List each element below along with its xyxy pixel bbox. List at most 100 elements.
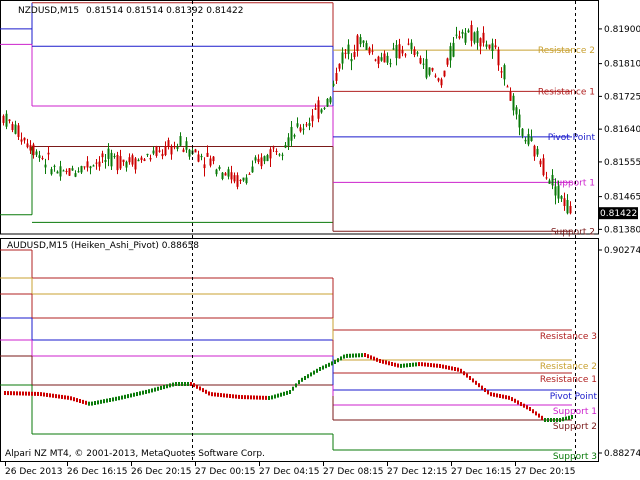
y-tick-label: 0.81640 xyxy=(604,125,640,135)
candle-body xyxy=(533,145,536,157)
level-label: Support 2 xyxy=(553,422,597,432)
candle-body xyxy=(101,153,104,158)
bull-candle xyxy=(560,195,563,203)
ha-bar-bull xyxy=(118,396,120,401)
x-tick-label: 26 Dec 20:15 xyxy=(131,467,192,477)
bull-candle xyxy=(548,178,551,184)
ha-bar-bull xyxy=(322,365,324,370)
bear-candle xyxy=(131,153,134,167)
ha-bar-bear xyxy=(511,397,513,402)
bull-candle xyxy=(347,39,350,60)
bear-candle xyxy=(533,144,536,161)
bear-candle xyxy=(161,149,164,160)
ha-bar-bear xyxy=(265,395,267,400)
candle-body xyxy=(407,43,410,45)
level-label: Resistance 3 xyxy=(540,332,597,342)
candle-body xyxy=(497,49,500,66)
candle-body xyxy=(86,161,89,168)
bear-candle xyxy=(446,57,449,67)
candle-body xyxy=(95,162,98,164)
bear-candle xyxy=(128,153,131,165)
bear-candle xyxy=(509,87,512,102)
candle-body xyxy=(287,137,290,146)
bear-candle xyxy=(101,150,104,163)
ha-bar-bear xyxy=(253,395,255,400)
candle-body xyxy=(50,169,53,175)
candle-body xyxy=(458,36,461,39)
bear-candle xyxy=(419,55,422,65)
bull-candle xyxy=(389,58,392,68)
bear-candle xyxy=(224,172,227,176)
ha-bar-bull xyxy=(103,399,105,404)
level-label: Resistance 2 xyxy=(538,46,595,56)
ha-bar-bear xyxy=(514,398,516,403)
bear-candle xyxy=(209,155,212,168)
ha-bar-bear xyxy=(244,395,246,400)
ha-bar-bear xyxy=(85,400,87,405)
candle-body xyxy=(455,34,458,36)
candle-body xyxy=(212,156,215,162)
bear-candle xyxy=(353,44,356,60)
candle-body xyxy=(359,37,362,45)
ha-bar-bull xyxy=(184,382,186,386)
bear-candle xyxy=(356,33,359,57)
bull-candle xyxy=(473,31,476,45)
bear-candle xyxy=(167,137,170,150)
ha-bar-bull xyxy=(319,367,321,371)
ha-bar-bear xyxy=(55,394,57,399)
candle-body xyxy=(416,52,419,54)
y-tick-label: 0.81810 xyxy=(604,60,640,70)
indicator-panel-frame xyxy=(0,238,599,462)
candle-body xyxy=(335,73,338,81)
candle-body xyxy=(482,32,485,43)
candle-body xyxy=(110,152,113,167)
ha-bar-bear xyxy=(43,392,45,397)
ha-bar-bear xyxy=(61,394,63,399)
ha-bar-bear xyxy=(427,362,429,367)
ha-bar-bear xyxy=(7,391,9,396)
bull-candle xyxy=(59,160,62,181)
main-chart-title: NZDUSD,M15 xyxy=(18,6,79,16)
bull-candle xyxy=(200,153,203,161)
x-tick-label: 27 Dec 04:15 xyxy=(259,467,320,477)
bear-candle xyxy=(269,147,272,168)
ha-bar-bull xyxy=(295,383,297,388)
candle-body xyxy=(320,109,323,113)
candle-body xyxy=(479,38,482,47)
ha-bar-bull xyxy=(133,392,135,397)
candle-body xyxy=(2,115,5,123)
candle-body xyxy=(395,44,398,59)
main-panel-frame xyxy=(0,0,599,235)
ha-bar-bull xyxy=(160,385,162,390)
ha-bar-bull xyxy=(352,353,354,358)
candle-body xyxy=(17,125,20,137)
ha-bar-bull xyxy=(562,417,564,422)
ha-bar-bear xyxy=(19,391,21,396)
copyright-text: Alpari NZ MT4, © 2001-2013, MetaQuotes S… xyxy=(5,449,265,459)
ha-bar-bear xyxy=(394,362,396,367)
candle-body xyxy=(74,173,77,177)
candle-body xyxy=(431,68,434,71)
bull-candle xyxy=(125,160,128,172)
candle-body xyxy=(257,158,260,162)
candle-body xyxy=(11,124,14,130)
candle-body xyxy=(200,155,203,158)
candle-body xyxy=(119,156,122,169)
bear-candle xyxy=(158,146,161,153)
ha-bar-bull xyxy=(340,356,342,361)
ha-bar-bear xyxy=(211,392,213,397)
ha-bar-bear xyxy=(67,395,69,400)
candle-body xyxy=(281,154,284,156)
candle-body xyxy=(167,140,170,148)
bear-candle xyxy=(500,67,503,78)
candle-body xyxy=(548,180,551,184)
bull-candle xyxy=(428,67,431,77)
level-label: Resistance 2 xyxy=(540,362,597,372)
ha-bar-bear xyxy=(523,403,525,408)
candle-body xyxy=(233,175,236,182)
bull-candle xyxy=(536,145,539,157)
bull-candle xyxy=(263,155,266,165)
ha-bar-bear xyxy=(430,363,432,368)
bull-candle xyxy=(137,158,140,162)
level-label: Pivot Point xyxy=(548,133,596,143)
